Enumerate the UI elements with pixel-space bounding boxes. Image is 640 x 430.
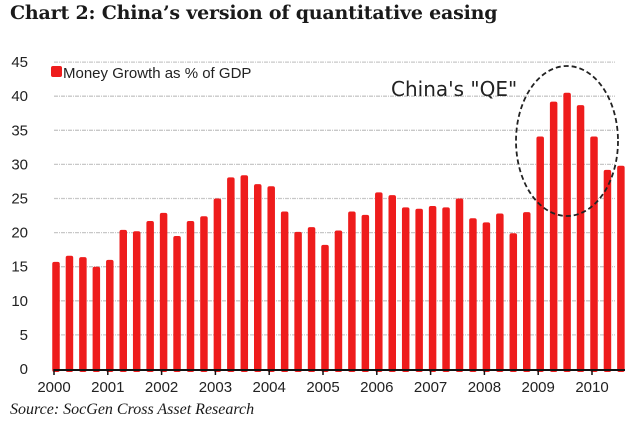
bar (106, 259, 114, 372)
bar (159, 212, 168, 372)
x-axis: 2000 2001 2002 2003 2004 2005 2006 2007 2008 2009… (37, 369, 625, 396)
source-note: Source: SocGen Cross Asset Research (10, 401, 255, 418)
legend: Money Growth as % of GDP (51, 65, 251, 82)
bar (509, 233, 518, 372)
x-tick-label: 2003 (199, 379, 232, 396)
x-tick-label: 2006 (360, 379, 393, 396)
bar (227, 177, 235, 372)
annotation-label: China's "QE" (391, 77, 517, 101)
bar (65, 255, 74, 372)
y-tick-label: 15 (11, 259, 28, 276)
y-tick-label: 35 (11, 122, 28, 139)
bar (617, 165, 625, 372)
bar (415, 208, 423, 372)
bar (469, 218, 477, 372)
x-tick-label: 2000 (37, 379, 70, 396)
bar (173, 236, 181, 372)
bar (496, 213, 504, 372)
bar (240, 175, 249, 372)
bar (482, 222, 491, 372)
bar (442, 207, 450, 372)
x-tick-label: 2010 (575, 379, 608, 396)
bar (334, 230, 343, 372)
x-tick-label: 2004 (253, 379, 286, 396)
y-tick-label: 40 (11, 88, 28, 105)
bar (146, 221, 154, 372)
chart-title: Chart 2: China’s version of quantitative… (10, 2, 498, 24)
bar (254, 184, 262, 372)
gridlines (54, 61, 615, 336)
y-tick-label: 10 (11, 293, 28, 310)
bar (132, 231, 141, 372)
bar (213, 198, 222, 372)
bar (361, 214, 370, 372)
bar (455, 198, 464, 372)
bar (576, 105, 585, 372)
bar (603, 169, 612, 372)
bar (388, 195, 396, 372)
bar (92, 266, 101, 372)
x-tick-label: 2008 (468, 379, 501, 396)
x-tick-label: 2007 (414, 379, 447, 396)
bar (428, 206, 437, 372)
bar (267, 186, 275, 372)
y-tick-label: 0 (20, 361, 28, 378)
bar (348, 211, 356, 372)
y-tick-label: 45 (11, 54, 28, 71)
x-tick-label: 2002 (145, 379, 178, 396)
bar (200, 216, 208, 372)
legend-swatch (51, 66, 62, 77)
bars (52, 92, 625, 372)
y-tick-label: 5 (20, 327, 28, 344)
bar (590, 136, 598, 372)
x-tick-label: 2005 (306, 379, 339, 396)
bar (186, 221, 195, 372)
x-tick-label: 2009 (522, 379, 555, 396)
bar (401, 207, 410, 372)
bar (375, 192, 383, 372)
bar (549, 101, 558, 372)
x-tick-label: 2001 (91, 379, 124, 396)
bar (563, 92, 571, 372)
bar (52, 261, 60, 372)
bar (321, 244, 329, 372)
y-tick-label: 25 (11, 191, 28, 208)
highlight-ellipse (515, 65, 619, 217)
bar (523, 212, 531, 372)
bar (79, 257, 87, 372)
y-axis-ticks: 0 5 10 15 20 25 30 35 40 45 (11, 54, 28, 378)
bar (307, 227, 316, 372)
bar (536, 136, 544, 372)
legend-label: Money Growth as % of GDP (63, 65, 251, 82)
y-tick-label: 30 (11, 156, 28, 173)
bar (119, 229, 127, 372)
y-tick-label: 20 (11, 225, 28, 242)
bar (294, 231, 302, 372)
bar (280, 211, 289, 372)
